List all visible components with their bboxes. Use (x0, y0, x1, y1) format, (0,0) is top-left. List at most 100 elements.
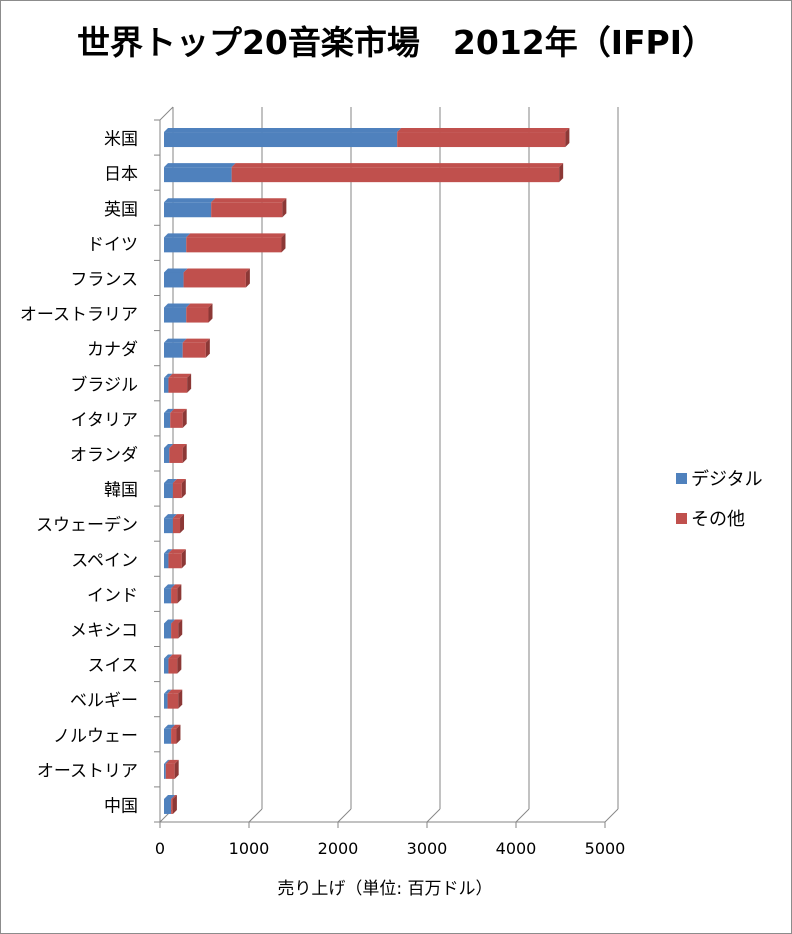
bar-segment (164, 483, 173, 499)
bar-segment (164, 763, 166, 779)
bar-segment (171, 798, 173, 814)
bar-top (164, 514, 177, 519)
bar-segment (164, 272, 184, 288)
x-axis-labels: 0 1000 2000 3000 4000 5000 (155, 839, 625, 858)
x-tick-label: 2000 (318, 839, 359, 858)
bar-side (245, 268, 250, 288)
bar-top (164, 128, 402, 133)
bar-side (282, 198, 287, 218)
bar-segment (231, 167, 560, 183)
bar-segment (169, 447, 183, 463)
legend-swatch-digital (676, 472, 687, 484)
gridline-floor (248, 808, 263, 823)
bar-segment (211, 202, 283, 218)
bar-segment (164, 658, 169, 674)
y-tick-label: オーストラリア (20, 305, 138, 325)
bar-segment (164, 553, 169, 569)
gridline-floor (426, 808, 441, 823)
top-left-edge (159, 106, 174, 121)
chart-title: 世界トップ20音楽市場 2012年（IFPI） (76, 23, 716, 62)
bar-side (172, 794, 177, 814)
bar-top (164, 233, 191, 238)
bar-segment (168, 658, 178, 674)
bar-segment (183, 272, 246, 288)
bar-top (171, 724, 181, 729)
bar-top (164, 584, 176, 589)
legend-label-other: その他 (691, 509, 745, 530)
y-tick-label: ノルウェー (53, 726, 138, 746)
x-tick-label: 1000 (229, 839, 270, 858)
y-tick-label: 米国 (104, 130, 138, 150)
bar-top (397, 128, 570, 133)
bar-side (182, 443, 187, 463)
bar-segment (164, 202, 212, 218)
bar-segment (164, 623, 172, 639)
x-tick-label: 5000 (585, 839, 626, 858)
bar-top (164, 654, 173, 659)
y-tick-label: ブラジル (70, 374, 138, 395)
bar-top (165, 759, 179, 764)
bar-top (164, 759, 170, 764)
bar-side (208, 303, 213, 323)
bar-side (182, 408, 187, 428)
bar-segment (167, 693, 179, 709)
y-tick-label: メキシコ (70, 621, 138, 641)
bar-side (180, 514, 185, 534)
bar-segment (164, 798, 172, 814)
bar-top (183, 268, 250, 273)
bar-top (164, 724, 176, 729)
y-tick-label: ドイツ (87, 235, 138, 255)
legend-label-digital: デジタル (691, 469, 763, 490)
bar-top (168, 549, 186, 554)
bar-top (186, 233, 286, 238)
y-tick-label: 日本 (104, 165, 138, 185)
bar-segment (164, 728, 172, 744)
y-tick-label: 韓国 (104, 481, 138, 501)
x-tick-label: 0 (155, 839, 165, 858)
bar-top (168, 373, 192, 378)
bar-segment (164, 518, 173, 534)
x-tick-label: 3000 (407, 839, 448, 858)
gridline-floor (337, 808, 352, 823)
bar-top (172, 479, 186, 484)
bar-segment (171, 588, 178, 604)
bar-top (164, 479, 177, 484)
bar-side (181, 549, 186, 569)
legend-item-digital: デジタル (676, 466, 763, 490)
bar-group (164, 128, 570, 814)
y-tick-label: 英国 (104, 200, 138, 220)
y-tick-label: オーストリア (37, 761, 138, 781)
bar-segment (168, 377, 188, 393)
bar-side (178, 689, 183, 709)
gridline-floor (604, 808, 619, 823)
bar-top (182, 338, 210, 343)
bar-top (169, 443, 187, 448)
bar-top (170, 408, 187, 413)
y-tick-label: スウェーデン (36, 515, 138, 536)
bar-segment (164, 588, 172, 604)
bar-side (181, 479, 186, 499)
bar-top (211, 198, 287, 203)
bar-segment (164, 447, 170, 463)
bar-segment (165, 763, 175, 779)
bar-top (186, 303, 213, 308)
y-tick-label: 中国 (104, 796, 138, 816)
bar-top (167, 689, 183, 694)
bar-top (164, 163, 236, 168)
y-tick-label: スペイン (71, 551, 138, 571)
bar-top (231, 163, 564, 168)
bar-segment (182, 342, 206, 358)
bar-top (164, 408, 175, 413)
bar-segment (170, 412, 183, 428)
y-axis-labels: 米国日本英国ドイツフランスオーストラリアカナダブラジルイタリアオランダ韓国スウェ… (20, 130, 138, 817)
bar-top (164, 338, 187, 343)
bar-side (178, 619, 183, 639)
bar-segment (186, 307, 209, 323)
bar-segment (172, 483, 182, 499)
bar-segment (164, 377, 169, 393)
bar-top (168, 654, 182, 659)
bar-side (187, 373, 192, 393)
bar-top (164, 794, 176, 799)
bar-top (171, 584, 182, 589)
